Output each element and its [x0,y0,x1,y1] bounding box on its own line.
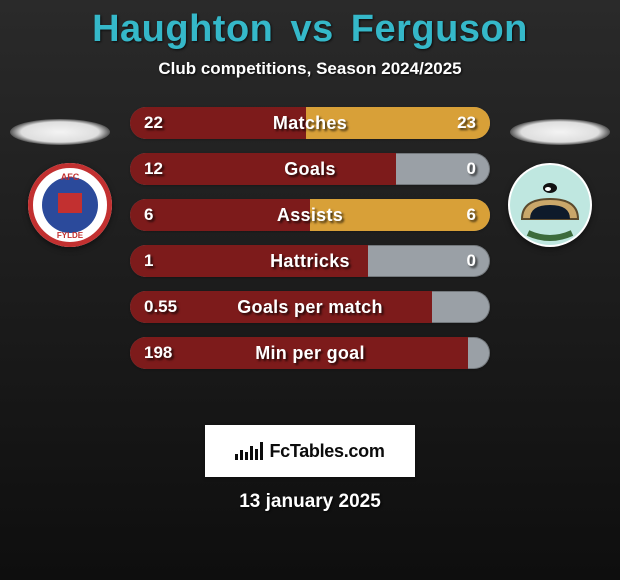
player2-name: Ferguson [351,8,528,50]
stat-row: 0.55 Goals per match [130,291,490,323]
stat-value-right: 6 [467,205,476,225]
player1-club-badge: AFC FYLDE [28,163,112,247]
stat-value-right: 23 [457,113,476,133]
player1-shadow [10,119,110,145]
player2-club-badge [508,163,592,247]
stats-area: AFC FYLDE 22 Matches 23 12 Goals 0 6 Assists 6 1 H… [0,107,620,397]
stat-value-left: 0.55 [144,297,177,317]
stat-label: Min per goal [255,343,365,364]
brand-bars-icon [235,442,263,460]
brand-text: FcTables.com [269,441,384,462]
svg-text:AFC: AFC [61,172,80,182]
stat-value-left: 1 [144,251,153,271]
player2-shadow [510,119,610,145]
stat-row: 1 Hattricks 0 [130,245,490,277]
stat-label: Matches [273,113,347,134]
stat-label: Goals [284,159,336,180]
stat-value-left: 22 [144,113,163,133]
badge1-icon: AFC FYLDE [28,163,112,247]
stat-value-right: 0 [467,251,476,271]
stat-rows: 22 Matches 23 12 Goals 0 6 Assists 6 1 Hattricks 0 0… [130,107,490,369]
stat-row: 12 Goals 0 [130,153,490,185]
stat-value-right: 0 [467,159,476,179]
svg-text:FYLDE: FYLDE [57,231,84,240]
stat-row: 6 Assists 6 [130,199,490,231]
stat-row: 198 Min per goal [130,337,490,369]
brand-banner: FcTables.com [205,425,415,477]
stat-value-left: 6 [144,205,153,225]
stat-label: Assists [277,205,343,226]
brand-logo: FcTables.com [235,441,384,462]
stat-row: 22 Matches 23 [130,107,490,139]
stat-value-left: 12 [144,159,163,179]
comparison-card: Haughton vs Ferguson Club competitions, … [0,0,620,580]
stat-fill-left [130,153,396,185]
player1-name: Haughton [92,8,273,50]
card-title: Haughton vs Ferguson [0,0,620,51]
stat-label: Goals per match [237,297,383,318]
card-date: 13 january 2025 [0,491,620,513]
stat-label: Hattricks [270,251,350,272]
card-subtitle: Club competitions, Season 2024/2025 [0,59,620,79]
vs-word: vs [290,8,333,50]
badge2-icon [508,163,592,247]
stat-value-left: 198 [144,343,172,363]
